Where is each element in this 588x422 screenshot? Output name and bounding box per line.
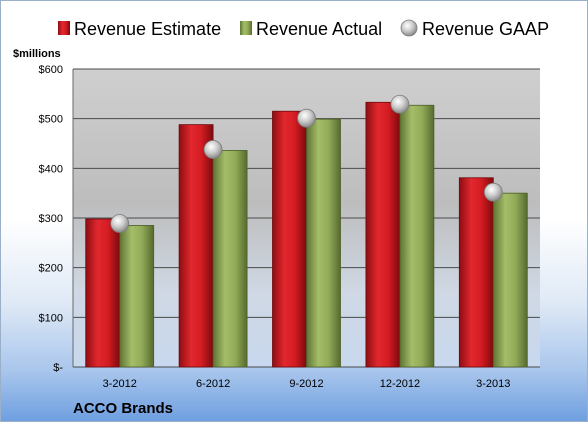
y-axis: $- $100 $200 $300 $400 $500 $600 bbox=[39, 64, 74, 374]
bar-revenue-actual-6-2012 bbox=[212, 150, 248, 368]
y-tick-label: $200 bbox=[39, 263, 63, 275]
gaap-markers bbox=[110, 94, 503, 233]
x-axis: 3-2012 6-2012 9-2012 12-2012 3-2013 bbox=[103, 378, 511, 390]
legend-label-revenue-gaap: Revenue GAAP bbox=[422, 19, 549, 39]
x-tick-label: 3-2013 bbox=[476, 378, 510, 390]
marker-revenue-gaap-3-2012 bbox=[110, 214, 130, 233]
marker-revenue-gaap-12-2012 bbox=[390, 94, 410, 114]
marker-revenue-gaap-9-2012 bbox=[297, 108, 316, 128]
marker-revenue-gaap-6-2012 bbox=[203, 140, 223, 159]
bar-revenue-actual-3-2012 bbox=[119, 225, 155, 368]
legend-label-revenue-actual: Revenue Actual bbox=[256, 19, 382, 39]
legend-swatch-revenue-estimate bbox=[58, 21, 70, 35]
y-tick-label: $500 bbox=[39, 114, 63, 126]
bar-revenue-estimate-9-2012 bbox=[272, 110, 307, 368]
bar-revenue-estimate-3-2013 bbox=[458, 177, 494, 368]
legend-label-revenue-estimate: Revenue Estimate bbox=[74, 19, 221, 39]
bar-revenue-estimate-3-2012 bbox=[85, 218, 121, 368]
bar-revenue-actual-9-2012 bbox=[306, 118, 341, 368]
marker-revenue-gaap-3-2013 bbox=[483, 182, 503, 202]
bar-revenue-estimate-12-2012 bbox=[365, 101, 401, 368]
y-tick-label: $600 bbox=[39, 64, 63, 76]
y-tick-label: $100 bbox=[39, 312, 63, 324]
company-name: ACCO Brands bbox=[73, 400, 173, 417]
bar-revenue-estimate-6-2012 bbox=[178, 124, 214, 368]
x-tick-label: 6-2012 bbox=[196, 378, 230, 390]
unit-label: $millions bbox=[13, 48, 61, 60]
x-tick-label: 12-2012 bbox=[380, 378, 420, 390]
bar-revenue-actual-3-2013 bbox=[492, 192, 528, 368]
y-tick-label: $300 bbox=[39, 213, 63, 225]
legend-swatch-revenue-actual bbox=[240, 21, 252, 35]
legend-swatch-revenue-gaap bbox=[400, 19, 418, 37]
bar-revenue-actual-12-2012 bbox=[399, 104, 435, 368]
x-tick-label: 3-2012 bbox=[103, 378, 137, 390]
bars bbox=[85, 101, 528, 368]
y-tick-label: $- bbox=[53, 362, 63, 374]
x-tick-label: 9-2012 bbox=[289, 378, 323, 390]
y-tick-label: $400 bbox=[39, 163, 63, 175]
legend: Revenue Estimate Revenue Actual Revenue … bbox=[58, 19, 549, 39]
